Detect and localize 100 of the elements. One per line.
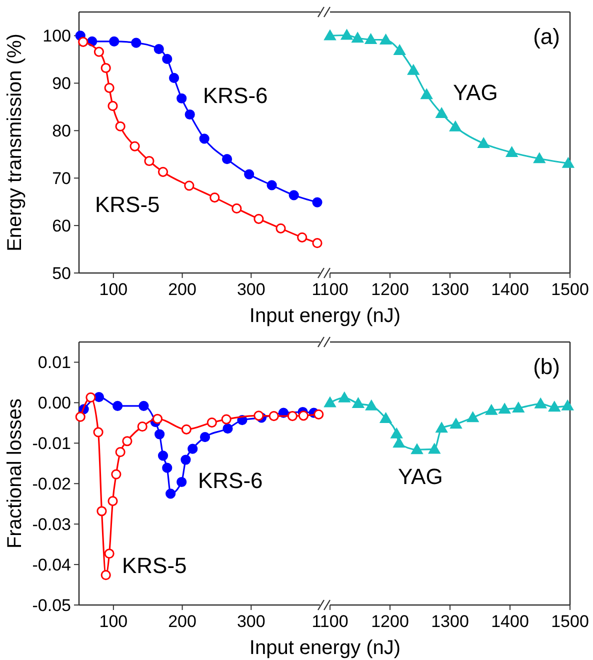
x-tick-label: 1400	[491, 612, 529, 631]
x-tick-label: 1200	[371, 280, 409, 299]
point	[365, 400, 378, 410]
point	[188, 444, 198, 454]
point	[158, 166, 168, 177]
y-tick-label: 90	[52, 74, 71, 94]
x-tick-label: 1100	[312, 612, 348, 631]
annotation: (b)	[533, 354, 560, 379]
x-tick-label: 1400	[491, 280, 529, 299]
point	[364, 34, 377, 44]
point	[297, 232, 308, 242]
point	[287, 410, 298, 422]
point	[352, 398, 364, 408]
point	[115, 121, 126, 132]
x-axis-title: Input energy (nJ)	[249, 305, 401, 327]
point	[266, 180, 277, 190]
point	[338, 392, 350, 402]
point	[104, 548, 114, 559]
point	[75, 412, 86, 422]
y-tick-label: 100	[42, 26, 71, 46]
point	[180, 454, 191, 465]
x-tick-label: 1200	[371, 612, 409, 631]
point	[288, 190, 299, 200]
point	[144, 156, 154, 166]
point	[94, 46, 104, 57]
point	[222, 424, 233, 434]
point	[109, 36, 120, 46]
point	[137, 422, 148, 432]
annotation: (a)	[533, 24, 560, 49]
point	[111, 469, 122, 480]
point	[162, 54, 172, 64]
point	[244, 169, 254, 180]
series-label: YAG	[453, 80, 498, 105]
x-tick-label: 300	[236, 612, 266, 631]
point	[221, 414, 232, 424]
x-tick-label: 1500	[551, 612, 589, 631]
point	[352, 32, 364, 43]
series-label: KRS-6	[198, 468, 263, 493]
point	[548, 401, 560, 412]
point	[176, 93, 187, 104]
point	[380, 412, 392, 423]
y-tick-label: 80	[52, 122, 71, 141]
point	[380, 34, 392, 44]
point	[314, 409, 324, 420]
point	[154, 44, 164, 54]
x-tick-label: 1500	[551, 280, 589, 299]
point	[222, 154, 232, 164]
point	[108, 496, 118, 506]
y-tick-label: 0.00	[38, 394, 71, 413]
series-label: KRS-6	[203, 83, 268, 108]
point	[498, 403, 511, 414]
point	[108, 100, 118, 112]
y-tick-label: -0.01	[32, 434, 71, 454]
point	[162, 462, 172, 473]
point	[112, 400, 123, 411]
point	[298, 410, 309, 421]
x-tick-label: 200	[168, 612, 196, 631]
point	[478, 137, 490, 148]
point	[449, 120, 462, 132]
point	[104, 82, 114, 93]
point	[324, 396, 336, 408]
point	[512, 402, 524, 412]
point	[100, 62, 111, 74]
x-tick-label: 300	[236, 280, 266, 299]
point	[181, 424, 192, 434]
point	[232, 203, 242, 214]
y-tick-label: -0.04	[32, 556, 71, 575]
point	[93, 427, 104, 438]
point	[390, 428, 403, 438]
x-tick-label: 100	[99, 280, 128, 299]
point	[138, 400, 149, 411]
point	[115, 447, 126, 458]
point	[436, 108, 448, 118]
y-axis-title: Energy transmission (%)	[4, 34, 26, 252]
series-label: KRS-5	[95, 192, 160, 217]
series-label: YAG	[398, 464, 443, 489]
point	[168, 72, 180, 84]
point	[268, 410, 279, 422]
point	[122, 436, 132, 446]
point	[485, 404, 498, 415]
point	[152, 414, 163, 424]
x-tick-label: 1300	[431, 612, 469, 631]
point	[94, 392, 104, 402]
x-tick-label: 1100	[312, 280, 348, 299]
point	[210, 192, 220, 203]
point	[420, 88, 433, 100]
point	[276, 223, 286, 234]
point	[534, 398, 547, 408]
point	[100, 570, 111, 580]
point	[450, 418, 462, 429]
point	[340, 29, 353, 40]
point	[466, 412, 479, 422]
point	[130, 141, 140, 152]
point	[176, 476, 187, 488]
point	[96, 506, 107, 516]
point	[254, 410, 264, 421]
point	[394, 44, 406, 55]
point	[199, 134, 210, 144]
point	[154, 429, 165, 440]
x-axis-title: Input energy (nJ)	[249, 637, 401, 659]
